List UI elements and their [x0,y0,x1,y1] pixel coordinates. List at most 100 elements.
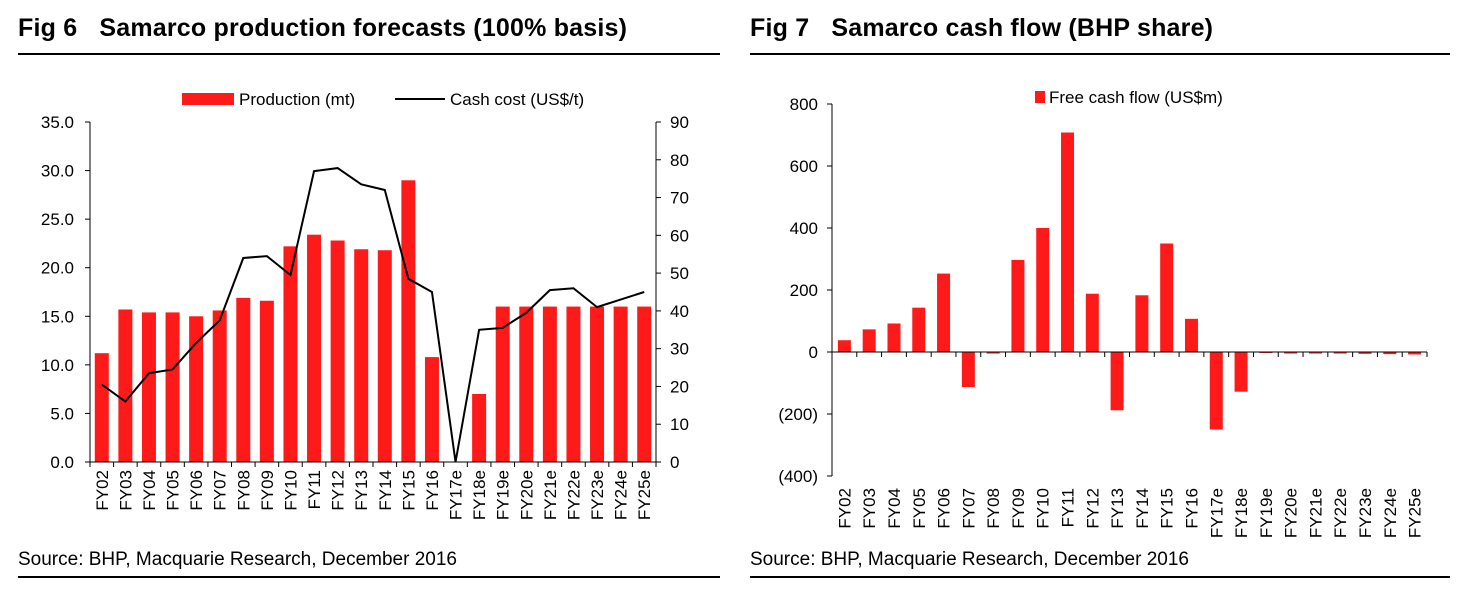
free-cash-flow-bar [1308,352,1322,354]
x-tick-label: FY02 [835,488,854,529]
left-tick-label: 20.0 [41,259,74,278]
production-bar [330,240,345,462]
figure-7-title: Fig 7 Samarco cash flow (BHP share) [750,14,1213,43]
free-cash-flow-bar [961,352,975,388]
free-cash-flow-bar [1036,228,1050,352]
production-bar [165,312,180,462]
x-tick-label: FY16 [423,470,442,511]
x-tick-label: FY11 [305,470,324,509]
production-bar [283,246,298,462]
left-tick-label: 0.0 [50,453,74,472]
figure-6-title: Fig 6 Samarco production forecasts (100% … [18,14,627,43]
figure-7-panel: Fig 7 Samarco cash flow (BHP share) (400)… [750,0,1450,599]
free-cash-flow-bar [887,323,901,352]
x-tick-label: FY17e [1207,488,1226,538]
free-cash-flow-bar [1184,318,1198,352]
y-tick-label: 600 [790,157,818,176]
x-tick-label: FY14 [1133,488,1152,529]
x-tick-label: FY13 [1108,488,1127,529]
right-tick-label: 60 [670,226,689,245]
y-tick-label: 400 [790,219,818,238]
x-tick-label: FY06 [187,470,206,511]
production-bar [94,353,109,462]
x-tick-label: FY24e [1381,488,1400,538]
production-bar [472,394,487,462]
x-tick-label: FY14 [376,470,395,511]
left-tick-label: 25.0 [41,210,74,229]
x-tick-label: FY02 [93,470,112,511]
figure-6-number: Fig 6 [18,14,78,42]
x-tick-label: FY09 [258,470,277,511]
x-tick-label: FY08 [234,470,253,511]
production-bar [519,306,534,462]
free-cash-flow-bar [1160,243,1174,352]
x-tick-label: FY07 [959,488,978,529]
production-bar [401,180,416,463]
free-cash-flow-bar [912,307,926,352]
x-tick-label: FY10 [281,470,300,511]
production-bar [212,310,227,462]
free-cash-flow-bar [1085,293,1099,352]
x-tick-label: FY09 [1009,488,1028,529]
x-tick-label: FY15 [399,470,418,511]
x-tick-label: FY18e [470,470,489,520]
legend-cash-cost-label: Cash cost (US$/t) [450,90,584,109]
x-tick-label: FY18e [1232,488,1251,538]
legend-production-label: Production (mt) [239,90,355,109]
y-tick-label: 0 [809,343,818,362]
x-tick-label: FY04 [885,488,904,529]
figure-7-number: Fig 7 [750,14,810,42]
right-tick-label: 30 [670,340,689,359]
x-tick-label: FY15 [1158,488,1177,529]
x-tick-label: FY21e [541,470,560,520]
figure-7-name: Samarco cash flow (BHP share) [831,14,1214,42]
free-cash-flow-bar [1358,352,1372,354]
cash-cost-line [101,167,645,463]
production-bar [637,306,652,462]
free-cash-flow-bar [862,329,876,352]
production-bar [189,316,204,462]
left-tick-label: 30.0 [41,162,74,181]
x-tick-label: FY23e [588,470,607,520]
x-tick-label: FY06 [935,488,954,529]
free-cash-flow-bar [1333,352,1347,354]
production-bar [495,306,510,462]
right-tick-label: 40 [670,302,689,321]
production-bar [424,357,439,462]
production-bar [141,312,156,462]
free-cash-flow-bar [1110,352,1124,411]
right-tick-label: 0 [670,453,679,472]
x-tick-label: FY08 [984,488,1003,529]
production-bar [307,234,322,462]
production-bar [613,306,628,462]
right-tick-label: 20 [670,377,689,396]
free-cash-flow-bar [837,340,851,352]
free-cash-flow-bar [1408,352,1422,355]
free-cash-flow-bar [1209,352,1223,430]
x-tick-label: FY16 [1182,488,1201,529]
x-tick-label: FY25e [1406,488,1425,538]
figure-7-top-rule [750,53,1450,55]
x-tick-label: FY17e [447,470,466,520]
x-tick-label: FY25e [635,470,654,520]
x-tick-label: FY03 [116,470,135,511]
figure-6-top-rule [18,53,720,55]
production-bar [377,250,392,462]
left-tick-label: 35.0 [41,113,74,132]
x-tick-label: FY24e [612,470,631,520]
free-cash-flow-bar [1061,132,1075,352]
x-tick-label: FY12 [329,470,348,511]
x-tick-label: FY22e [564,470,583,520]
legend-fcf-swatch [1035,91,1045,103]
cash-flow-chart: (400) (200) 0 200 400 600 800 FY02 FY03 FY04 FY05 F… [778,88,1428,538]
free-cash-flow-bar [1234,352,1248,392]
x-tick-label: FY12 [1083,488,1102,529]
x-tick-label: FY05 [164,470,183,511]
production-chart: 0.0 5.0 10.0 15.0 20.0 25.0 30.0 35.0 0 10 20 30 40 5… [41,90,689,520]
right-tick-label: 70 [670,189,689,208]
right-tick-label: 80 [670,151,689,170]
free-cash-flow-bar [1135,295,1149,352]
production-bar [236,297,251,462]
free-cash-flow-bar [1011,259,1025,352]
x-tick-label: FY20e [517,470,536,520]
